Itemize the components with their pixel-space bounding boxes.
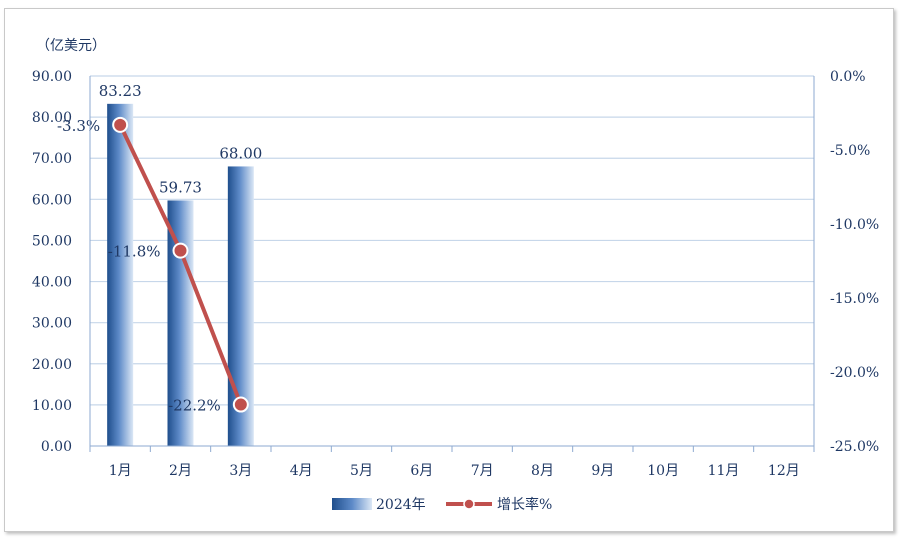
bar — [167, 200, 194, 446]
growth-rate-point — [172, 242, 189, 259]
growth-rate-point — [232, 396, 249, 413]
legend-bar-label: 2024年 — [376, 497, 426, 513]
y-right-tick-label: -5.0% — [830, 143, 870, 159]
growth-rate-data-label: -3.3% — [57, 117, 100, 135]
y-left-tick-label: 20.00 — [32, 357, 72, 373]
bar — [107, 103, 134, 447]
growth-rate-data-label: -11.8% — [108, 243, 161, 261]
y-left-tick-label: 30.00 — [32, 316, 72, 332]
y-left-tick-label: 60.00 — [32, 192, 72, 208]
x-tick-label: 12月 — [768, 463, 800, 479]
y-left-tick-label: 90.00 — [32, 69, 72, 85]
bar-data-label: 68.00 — [219, 144, 262, 162]
y-right-tick-label: -10.0% — [830, 217, 879, 233]
x-tick-label: 2月 — [169, 463, 192, 479]
legend-line-marker — [463, 498, 475, 510]
bar-data-label: 59.73 — [159, 178, 202, 196]
x-tick-label: 5月 — [350, 463, 373, 479]
unit-label: （亿美元） — [36, 38, 106, 54]
x-tick-label: 4月 — [290, 463, 313, 479]
x-tick-label: 3月 — [229, 463, 252, 479]
chart-frame — [4, 8, 894, 532]
legend: 2024年 增长率% — [332, 496, 552, 513]
legend-line-label: 增长率% — [497, 496, 552, 513]
x-tick-label: 10月 — [647, 463, 679, 479]
y-right-tick-label: 0.0% — [830, 69, 866, 85]
growth-rate-point — [112, 116, 129, 133]
y-left-tick-label: 10.00 — [32, 398, 72, 414]
y-left-tick-label: 70.00 — [32, 151, 72, 167]
x-tick-label: 8月 — [531, 463, 554, 479]
legend-bar-swatch — [332, 498, 372, 510]
x-tick-label: 1月 — [109, 463, 132, 479]
growth-rate-data-label: -22.2% — [168, 397, 221, 415]
x-tick-label: 9月 — [591, 463, 614, 479]
bar-data-label: 83.23 — [99, 82, 142, 100]
x-tick-label: 6月 — [410, 463, 433, 479]
x-tick-label: 7月 — [471, 463, 494, 479]
y-right-tick-label: -20.0% — [830, 365, 879, 381]
y-left-tick-label: 0.00 — [41, 439, 72, 455]
y-right-tick-label: -25.0% — [830, 439, 879, 455]
y-left-tick-label: 80.00 — [32, 110, 72, 126]
y-left-tick-label: 50.00 — [32, 233, 72, 249]
y-right-tick-label: -15.0% — [830, 291, 879, 307]
x-tick-label: 11月 — [708, 463, 740, 479]
y-left-tick-label: 40.00 — [32, 275, 72, 291]
